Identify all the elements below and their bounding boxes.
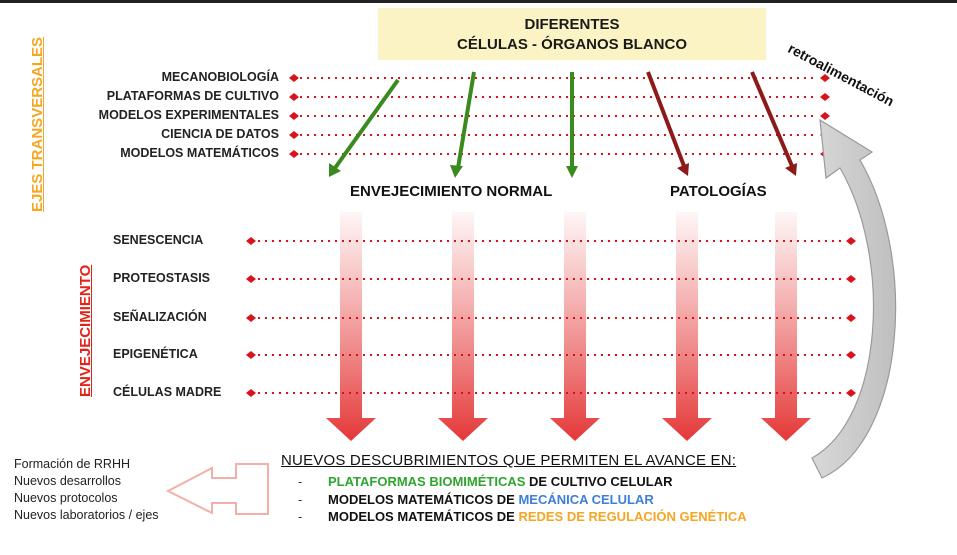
discovery-text: DE CULTIVO CELULAR — [525, 474, 673, 489]
dark-red-arrows — [646, 71, 797, 176]
flow-arrow — [438, 212, 488, 441]
outputs-list: Formación de RRHH Nuevos desarrollos Nue… — [14, 456, 159, 524]
flow-arrow — [550, 212, 600, 441]
hallmark-label: CÉLULAS MADRE — [113, 385, 222, 399]
axis-label: MECANOBIOLOGÍA — [161, 70, 279, 84]
title-box: DIFERENTES CÉLULAS - ÓRGANOS BLANCO — [378, 8, 766, 60]
axis-label: CIENCIA DE DATOS — [161, 127, 279, 141]
transversal-dotted-lines — [300, 77, 818, 155]
stage-normal-aging: ENVEJECIMIENTO NORMAL — [350, 183, 553, 200]
output-item: Formación de RRHH — [14, 457, 131, 471]
hallmark-label: EPIGENÉTICA — [113, 347, 198, 361]
output-item: Nuevos laboratorios / ejes — [14, 508, 159, 522]
discoveries-title: NUEVOS DESCUBRIMIENTOS QUE PERMITEN EL A… — [281, 452, 737, 469]
title-line-1: DIFERENTES — [524, 16, 620, 33]
discovery-text: MODELOS MATEMÁTICOS DE — [328, 491, 519, 507]
bullet-dash: - — [298, 491, 303, 507]
hallmark-label: SENESCENCIA — [113, 233, 204, 247]
discovery-highlight: REDES DE REGULACIÓN GENÉTICA — [518, 509, 747, 524]
discovery-highlight: MECÁNICA CELULAR — [518, 491, 654, 507]
discovery-item: - MODELOS MATEMÁTICOS DE MECÁNICA CELULAR — [298, 491, 747, 509]
discovery-highlight: PLATAFORMAS BIOMIMÉTICAS — [328, 474, 526, 489]
axis-label: MODELOS EXPERIMENTALES — [98, 108, 279, 122]
hallmark-label: SEÑALIZACIÓN — [113, 310, 207, 324]
flow-arrow — [662, 212, 712, 441]
stage-pathologies: PATOLOGÍAS — [670, 183, 767, 200]
flow-arrow — [761, 212, 811, 441]
output-item: Nuevos protocolos — [14, 491, 118, 505]
bullet-dash: - — [298, 509, 303, 524]
output-item: Nuevos desarrollos — [14, 474, 121, 488]
outputs-arrow — [165, 463, 269, 515]
top-rule — [0, 0, 957, 3]
feedback-arrow — [811, 118, 897, 479]
aging-label: ENVEJECIMIENTO — [77, 264, 94, 397]
discoveries-list: - PLATAFORMAS BIOMIMÉTICAS DE CULTIVO CEL… — [298, 473, 747, 526]
discovery-item: - PLATAFORMAS BIOMIMÉTICAS DE CULTIVO CEL… — [298, 473, 747, 491]
green-arrows — [329, 71, 578, 178]
hallmark-label: PROTEOSTASIS — [113, 271, 211, 285]
discovery-item: - MODELOS MATEMÁTICOS DE REDES DE REGULAC… — [298, 508, 747, 526]
bullet-dash: - — [298, 474, 303, 489]
axis-label: MODELOS MATEMÁTICOS — [120, 146, 279, 160]
flow-arrow — [326, 212, 376, 441]
axis-label: PLATAFORMAS DE CULTIVO — [106, 89, 279, 103]
title-line-2: CÉLULAS - ÓRGANOS BLANCO — [457, 36, 687, 53]
transversal-axes-label: EJES TRANSVERSALES — [29, 36, 46, 212]
flow-arrows — [326, 212, 811, 441]
aging-diamonds — [246, 237, 856, 397]
discovery-text: MODELOS MATEMÁTICOS DE — [328, 509, 519, 524]
